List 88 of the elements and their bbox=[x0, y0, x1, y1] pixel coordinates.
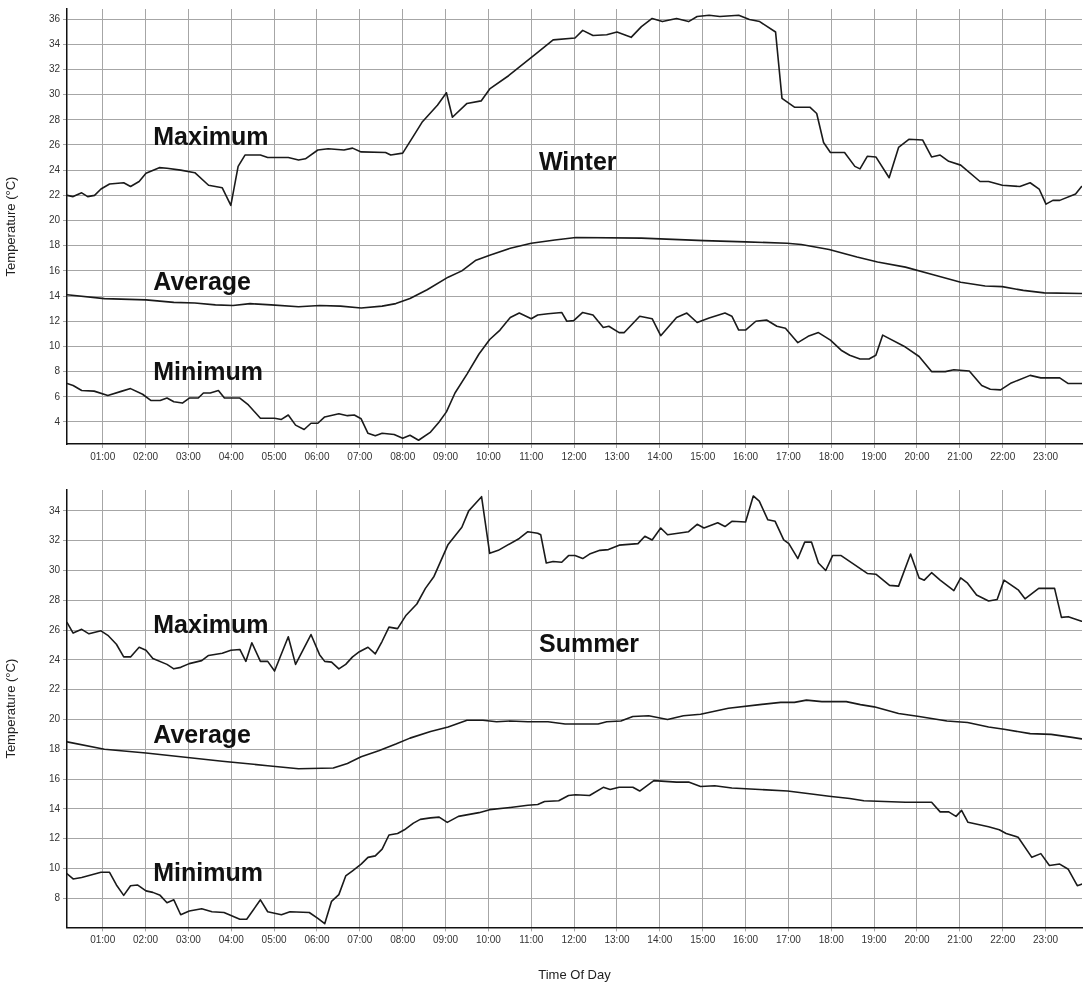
x-tick-label: 10:00 bbox=[475, 934, 502, 946]
y-tick-label: 24 bbox=[48, 653, 61, 665]
y-tick-label: 36 bbox=[48, 12, 61, 24]
y-tick-label: 18 bbox=[48, 239, 61, 251]
x-tick-label: 05:00 bbox=[261, 450, 288, 462]
x-tick-label: 13:00 bbox=[604, 450, 630, 462]
y-tick-label: 10 bbox=[48, 340, 61, 352]
y-tick-label: 20 bbox=[48, 713, 61, 725]
x-tick-label: 01:00 bbox=[90, 934, 116, 946]
y-axis-title: Temperature (°C) bbox=[3, 658, 19, 759]
x-tick-label: 14:00 bbox=[647, 934, 673, 946]
x-tick-label: 03:00 bbox=[175, 934, 202, 946]
x-tick-label: 18:00 bbox=[818, 934, 845, 946]
y-tick-label: 24 bbox=[48, 163, 61, 175]
y-tick-label: 34 bbox=[48, 38, 61, 49]
x-tick-label: 13:00 bbox=[604, 934, 630, 946]
x-tick-label: 04:00 bbox=[218, 934, 245, 946]
x-tick-label: 20:00 bbox=[904, 934, 930, 946]
x-axis-title: Time Of Day bbox=[538, 966, 612, 982]
y-tick-label: 32 bbox=[48, 63, 61, 75]
x-tick-label: 05:00 bbox=[261, 934, 288, 946]
y-tick-label: 12 bbox=[48, 832, 61, 844]
x-tick-label: 02:00 bbox=[133, 450, 159, 462]
series-label: Average bbox=[153, 720, 252, 749]
y-tick-label: 28 bbox=[48, 594, 61, 606]
y-tick-label: 30 bbox=[48, 564, 61, 576]
x-tick-label: 14:00 bbox=[647, 450, 673, 462]
x-tick-label: 11:00 bbox=[519, 934, 544, 946]
x-tick-label: 08:00 bbox=[390, 450, 416, 462]
series-label: Minimum bbox=[153, 357, 263, 386]
x-tick-label: 21:00 bbox=[947, 934, 973, 946]
x-tick-label: 19:00 bbox=[861, 934, 888, 946]
y-tick-label: 4 bbox=[54, 415, 61, 427]
x-tick-label: 08:00 bbox=[390, 934, 416, 946]
x-tick-label: 22:00 bbox=[990, 934, 1016, 946]
y-tick-label: 8 bbox=[54, 365, 61, 377]
x-tick-label: 10:00 bbox=[475, 450, 502, 462]
x-tick-label: 11:00 bbox=[519, 450, 544, 462]
x-tick-label: 04:00 bbox=[218, 450, 245, 462]
x-tick-label: 06:00 bbox=[304, 934, 330, 946]
y-tick-label: 14 bbox=[48, 289, 61, 301]
y-tick-label: 32 bbox=[48, 534, 61, 546]
text: Winter bbox=[538, 146, 617, 175]
x-tick-label: 12:00 bbox=[561, 450, 588, 462]
x-tick-label: 07:00 bbox=[347, 934, 373, 946]
series-label: Average bbox=[153, 266, 252, 295]
x-tick-label: 22:00 bbox=[990, 450, 1016, 462]
series-label: Maximum bbox=[153, 122, 269, 151]
y-tick-label: 26 bbox=[48, 138, 61, 150]
x-tick-label: 20:00 bbox=[904, 450, 930, 462]
x-tick-label: 23:00 bbox=[1033, 450, 1059, 462]
x-tick-label: 23:00 bbox=[1033, 934, 1059, 946]
x-tick-label: 06:00 bbox=[304, 450, 330, 462]
x-tick-label: 17:00 bbox=[775, 934, 802, 946]
x-tick-label: 15:00 bbox=[690, 934, 716, 946]
y-tick-label: 22 bbox=[48, 683, 61, 695]
y-tick-label: 28 bbox=[48, 113, 61, 125]
x-tick-label: 09:00 bbox=[433, 934, 459, 946]
x-tick-label: 21:00 bbox=[947, 450, 973, 462]
series-label: Maximum bbox=[153, 609, 269, 638]
x-tick-label: 16:00 bbox=[733, 934, 759, 946]
y-tick-label: 26 bbox=[48, 623, 61, 635]
x-tick-label: 07:00 bbox=[347, 450, 373, 462]
y-tick-label: 30 bbox=[48, 88, 61, 100]
y-tick-label: 18 bbox=[48, 743, 61, 755]
y-tick-label: 10 bbox=[48, 862, 61, 874]
y-tick-label: 22 bbox=[48, 189, 61, 201]
text: Summer bbox=[538, 628, 640, 657]
y-tick-label: 6 bbox=[54, 390, 61, 402]
y-tick-label: 12 bbox=[48, 314, 61, 326]
x-tick-label: 17:00 bbox=[775, 450, 802, 462]
x-tick-label: 01:00 bbox=[90, 450, 116, 462]
x-tick-label: 16:00 bbox=[733, 450, 759, 462]
x-tick-label: 03:00 bbox=[175, 450, 202, 462]
x-tick-label: 02:00 bbox=[133, 934, 159, 946]
y-axis-title: Temperature (°C) bbox=[3, 176, 19, 277]
x-tick-label: 09:00 bbox=[433, 450, 459, 462]
y-tick-label: 14 bbox=[48, 802, 61, 814]
y-tick-label: 8 bbox=[54, 892, 61, 904]
x-tick-label: 19:00 bbox=[861, 450, 888, 462]
x-tick-label: 18:00 bbox=[818, 450, 845, 462]
x-tick-label: 12:00 bbox=[561, 934, 588, 946]
y-tick-label: 34 bbox=[48, 504, 61, 516]
y-tick-label: 16 bbox=[48, 264, 61, 276]
series-label: Minimum bbox=[153, 857, 263, 886]
y-tick-label: 16 bbox=[48, 772, 61, 784]
x-tick-label: 15:00 bbox=[690, 450, 716, 462]
y-tick-label: 20 bbox=[48, 214, 61, 226]
